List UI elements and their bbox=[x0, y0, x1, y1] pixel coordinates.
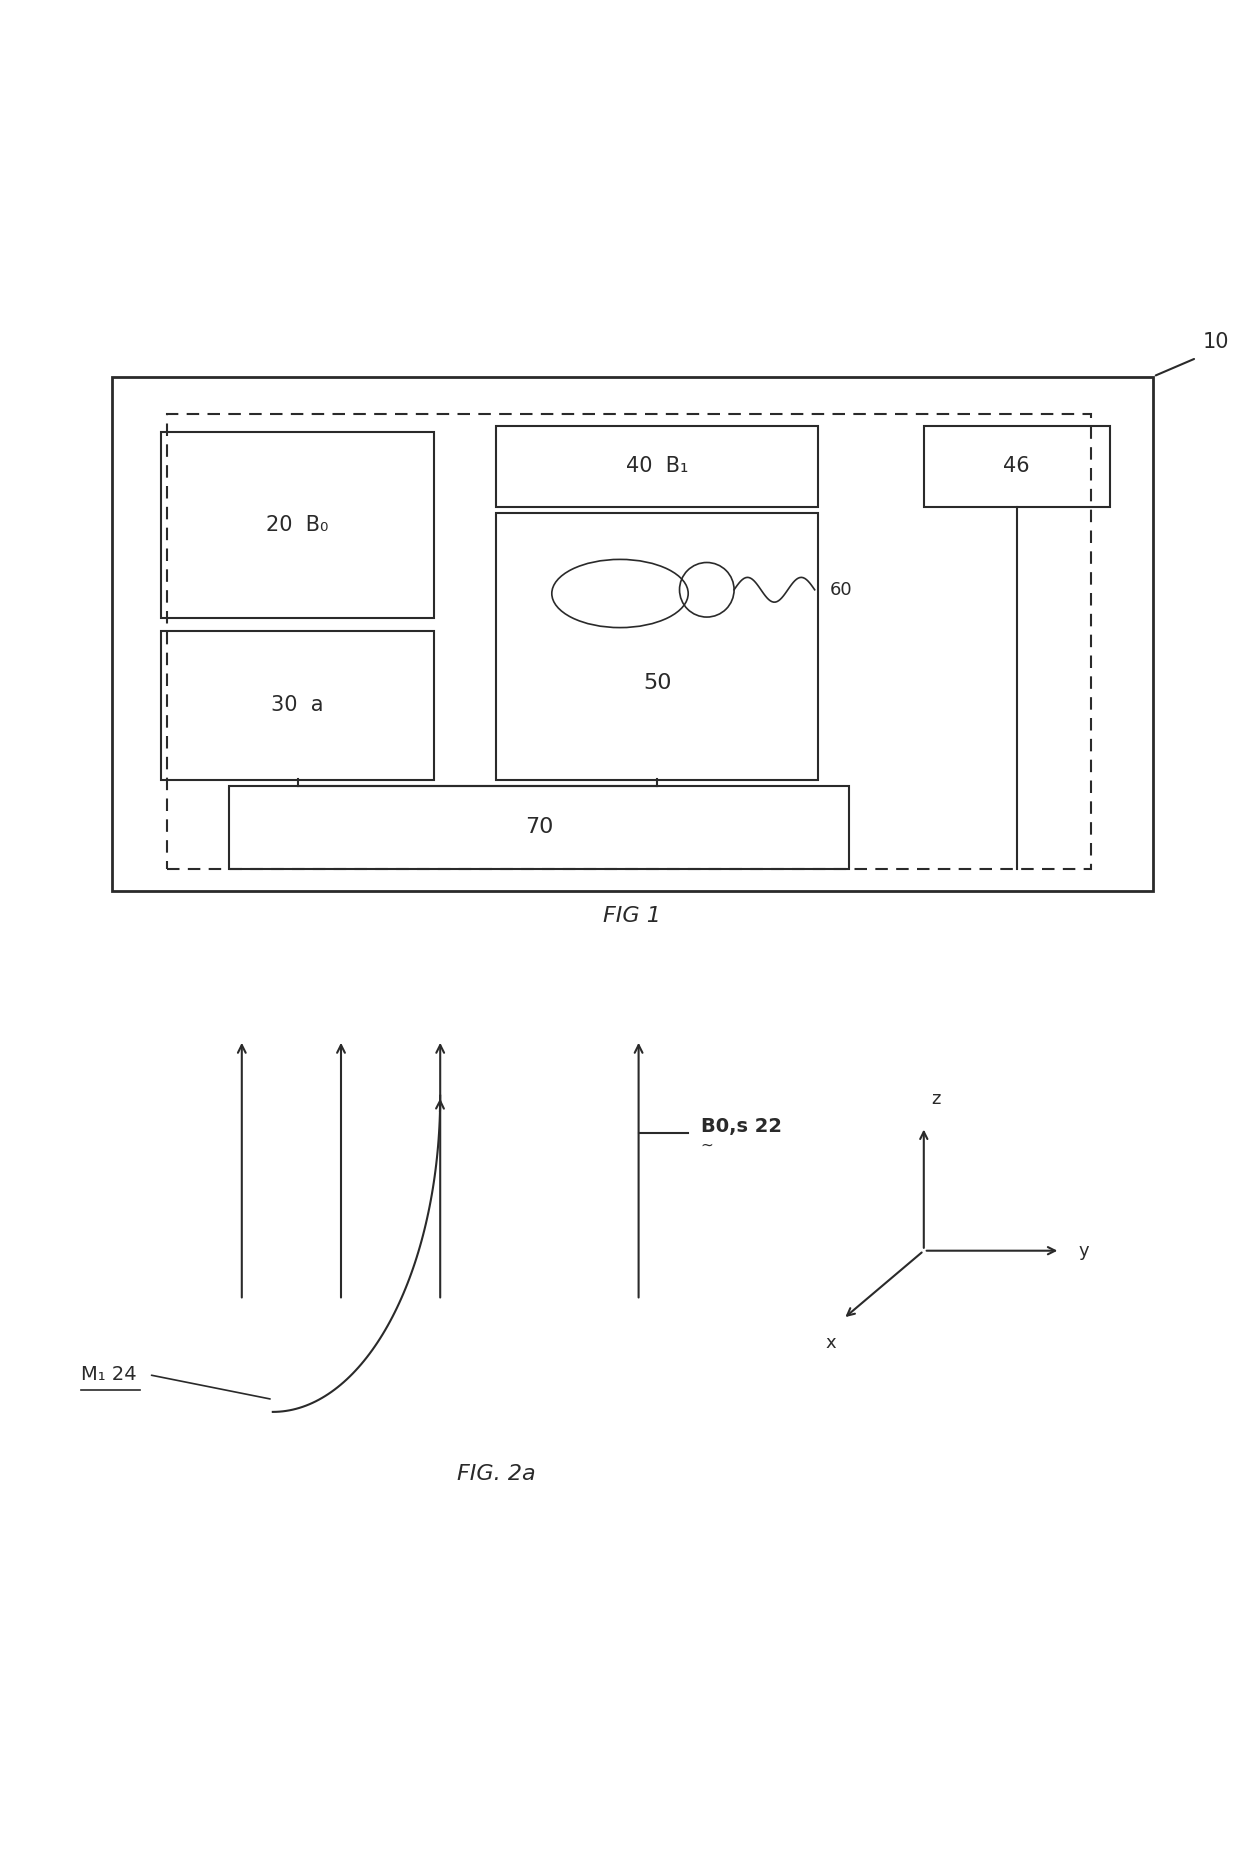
Text: FIG. 2a: FIG. 2a bbox=[456, 1463, 536, 1484]
Text: x: x bbox=[826, 1334, 836, 1351]
Bar bbox=[496, 512, 818, 779]
Text: ~: ~ bbox=[701, 1138, 713, 1153]
Bar bbox=[496, 426, 818, 506]
Text: 40  B₁: 40 B₁ bbox=[626, 456, 688, 477]
Text: FIG 1: FIG 1 bbox=[604, 906, 661, 925]
Text: 60: 60 bbox=[830, 581, 852, 598]
Bar bbox=[161, 432, 434, 619]
Text: M₁ 24: M₁ 24 bbox=[81, 1364, 136, 1385]
Text: 46: 46 bbox=[1003, 456, 1030, 477]
Bar bbox=[229, 785, 849, 869]
Bar bbox=[167, 413, 1091, 869]
Text: 50: 50 bbox=[644, 673, 671, 693]
Text: z: z bbox=[931, 1090, 941, 1108]
Text: 30  a: 30 a bbox=[272, 695, 324, 716]
Text: 70: 70 bbox=[526, 817, 553, 837]
Bar bbox=[112, 376, 1153, 892]
Bar bbox=[924, 426, 1110, 506]
Text: B0,s 22: B0,s 22 bbox=[701, 1118, 781, 1136]
Text: 20  B₀: 20 B₀ bbox=[267, 516, 329, 535]
Text: 10: 10 bbox=[1203, 331, 1229, 351]
Text: y: y bbox=[1079, 1241, 1090, 1260]
Bar bbox=[161, 630, 434, 779]
